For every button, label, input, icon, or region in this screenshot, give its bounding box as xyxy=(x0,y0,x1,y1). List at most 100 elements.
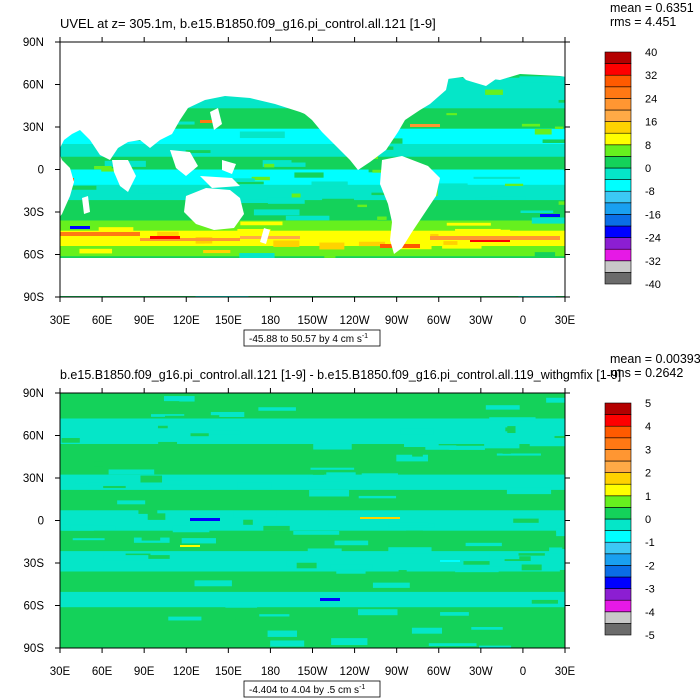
field-patch xyxy=(433,470,445,474)
y-tick-label: 60S xyxy=(24,601,45,613)
field-patch xyxy=(237,228,271,236)
colorbar-label: -40 xyxy=(645,279,661,291)
colorbar-label: 2 xyxy=(645,468,651,480)
panel-difference: b.e15.B1850.f09_g16.pi_control.all.121 [… xyxy=(23,352,700,698)
current-feature xyxy=(150,236,180,239)
x-tick-label: 30E xyxy=(50,666,71,678)
current-feature xyxy=(320,598,340,601)
field-patch xyxy=(562,544,565,549)
field-patch xyxy=(520,210,554,214)
field-patch xyxy=(147,186,183,189)
field-patch xyxy=(147,513,166,520)
field-patch xyxy=(256,608,268,614)
field-patch xyxy=(203,250,231,254)
field-patch xyxy=(172,525,210,533)
field-patch xyxy=(264,163,275,168)
field-patch xyxy=(239,253,275,259)
x-tick-label: 30E xyxy=(555,315,576,327)
colorbar-swatch xyxy=(604,248,632,262)
colorbar-swatch xyxy=(604,179,632,192)
field-patch xyxy=(486,566,517,572)
colorbar-swatch xyxy=(604,530,632,543)
field-patch xyxy=(332,615,350,621)
field-patch xyxy=(445,467,471,474)
field-patch xyxy=(554,126,564,130)
field-patch xyxy=(358,495,397,499)
y-tick-label: 90N xyxy=(23,37,44,49)
colorbar-swatch xyxy=(604,507,632,520)
field-patch xyxy=(534,252,556,259)
field-patch xyxy=(229,584,248,590)
field-patch xyxy=(388,547,432,554)
field-patch xyxy=(452,462,478,466)
contour-info: -45.88 to 50.57 by 4 cm s-1 xyxy=(249,333,368,345)
current-feature xyxy=(240,236,300,239)
field-patch xyxy=(309,489,350,497)
field-patch xyxy=(285,215,330,221)
field-patch xyxy=(531,599,558,604)
chart-title: b.e15.B1850.f09_g16.pi_control.all.121 [… xyxy=(60,368,621,382)
colorbar-label: -3 xyxy=(645,584,655,596)
field-patch xyxy=(502,450,511,454)
field-patch xyxy=(365,540,376,546)
field-patch xyxy=(195,295,233,297)
field-patch xyxy=(331,638,368,646)
colorbar-swatch xyxy=(604,414,632,427)
field-patch xyxy=(308,474,343,482)
field-patch xyxy=(293,530,340,535)
x-tick-label: 60E xyxy=(92,315,113,327)
y-tick-label: 90S xyxy=(24,643,45,655)
field-patch xyxy=(448,393,458,400)
field-patch xyxy=(564,477,565,485)
colorbar-swatch xyxy=(604,260,632,273)
field-patch xyxy=(311,181,348,187)
colorbar-swatch xyxy=(604,541,632,555)
x-tick-label: 30E xyxy=(555,666,576,678)
field-patch xyxy=(455,568,499,573)
field-patch xyxy=(163,396,195,402)
field-patch xyxy=(396,454,428,462)
field-patch xyxy=(558,201,565,205)
field-patch xyxy=(267,630,297,637)
field-patch xyxy=(372,582,410,588)
field-patch xyxy=(449,445,485,450)
contour-info: -4.404 to 4.04 by .5 cm s-1 xyxy=(249,684,365,696)
field-patch xyxy=(98,227,134,234)
field-band xyxy=(60,418,565,445)
field-patch xyxy=(513,518,539,523)
field-patch xyxy=(485,89,503,95)
field-patch xyxy=(164,415,193,419)
field-patch xyxy=(208,430,241,435)
field-patch xyxy=(150,484,180,487)
field-patch xyxy=(557,80,565,85)
field-patch xyxy=(322,620,334,628)
field-patch xyxy=(520,630,531,635)
field-patch xyxy=(125,553,151,556)
field-patch xyxy=(273,240,300,247)
field-patch xyxy=(412,454,423,457)
field-patch xyxy=(398,570,407,573)
field-patch xyxy=(546,397,565,403)
field-patch xyxy=(400,146,449,149)
field-patch xyxy=(253,209,300,216)
field-patch xyxy=(355,461,383,467)
field-patch xyxy=(117,500,146,505)
x-tick-label: 120E xyxy=(173,666,200,678)
field-patch xyxy=(489,417,536,421)
field-patch xyxy=(296,562,317,569)
field-patch xyxy=(534,128,552,135)
y-tick-label: 0 xyxy=(38,165,44,177)
colorbar-label: 3 xyxy=(645,444,651,456)
y-tick-label: 30N xyxy=(23,473,44,485)
colorbar-swatch xyxy=(604,460,632,473)
units-exponent: -1 xyxy=(362,333,368,340)
field-patch xyxy=(491,196,526,200)
colorbar-label: 5 xyxy=(645,398,651,410)
field-patch xyxy=(204,243,240,246)
field-patch xyxy=(446,113,457,116)
x-tick-label: 90W xyxy=(385,315,409,327)
colorbar-swatch xyxy=(604,495,632,508)
y-tick-label: 60N xyxy=(23,80,44,92)
field-patch xyxy=(484,443,520,449)
